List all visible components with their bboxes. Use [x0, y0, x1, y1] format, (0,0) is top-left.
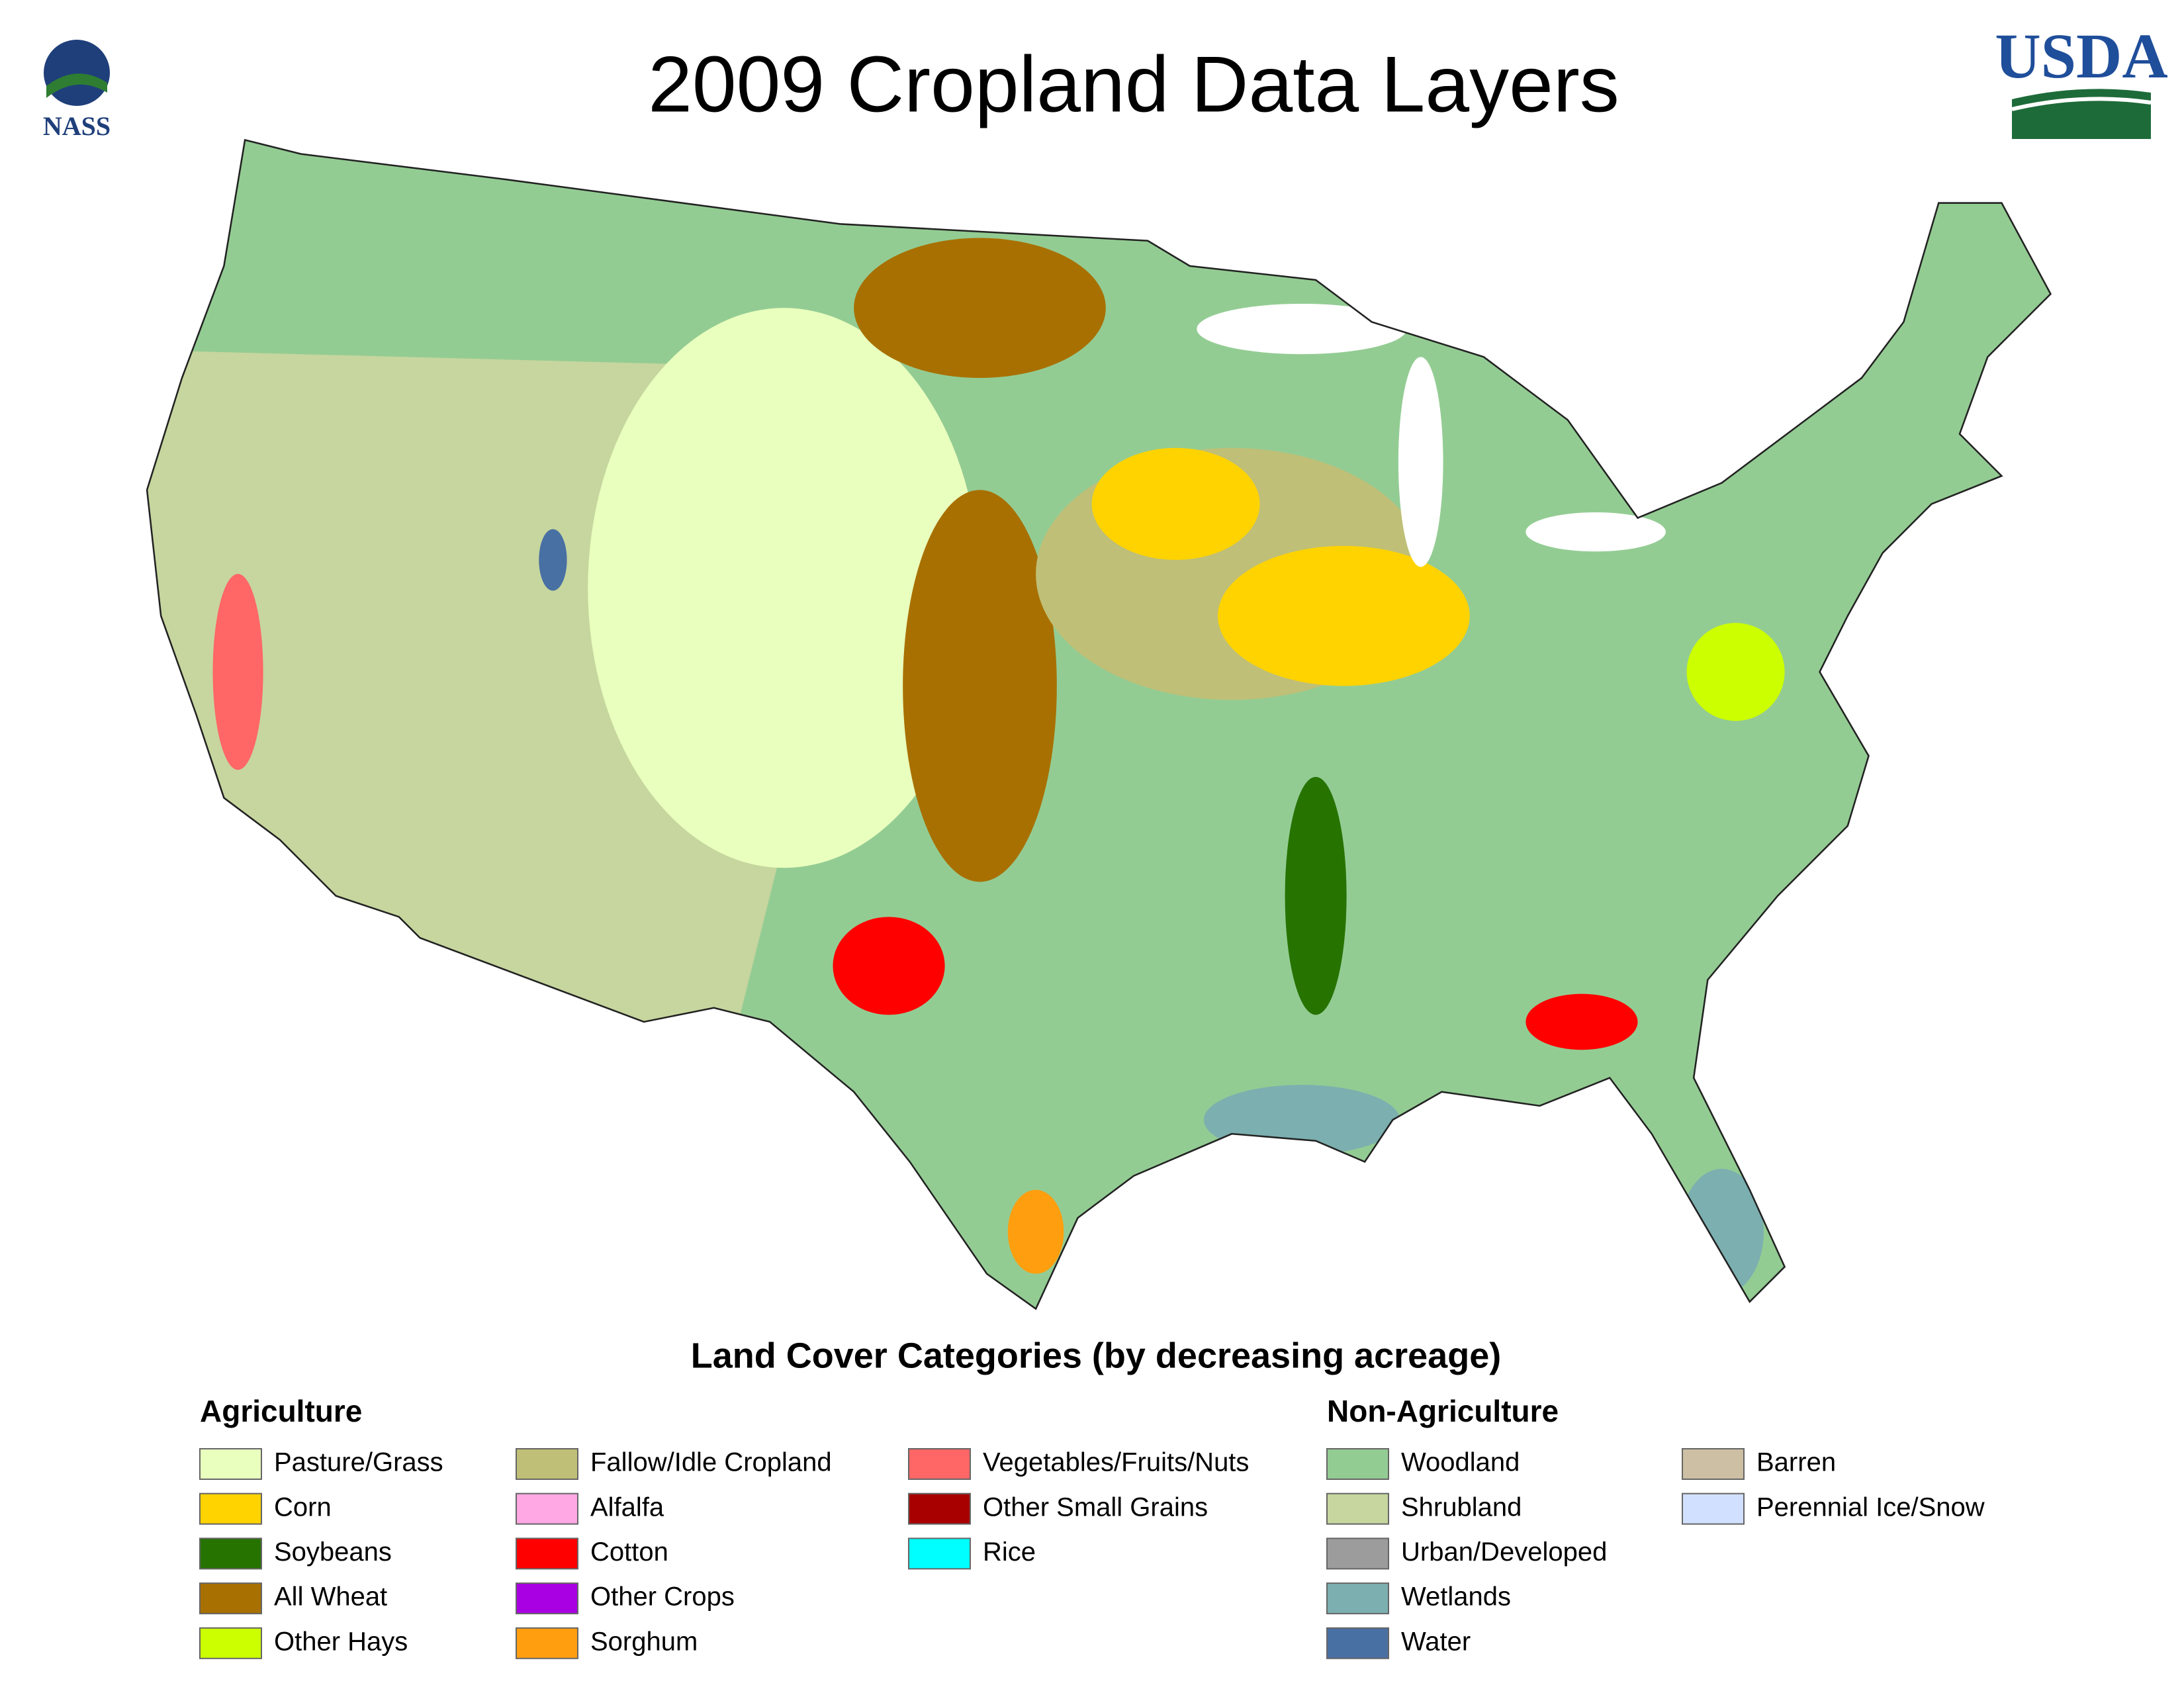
land-cover-patch: [1686, 623, 1785, 721]
legend-label: Woodland: [1401, 1448, 1520, 1477]
land-cover-patch: [1091, 447, 1260, 560]
legend-label: Alfalfa: [590, 1492, 664, 1522]
legend-swatch: [199, 1448, 262, 1480]
lake: [1197, 303, 1407, 355]
legend-swatch: [1326, 1492, 1389, 1525]
legend-swatch: [516, 1627, 578, 1659]
legend-swatch: [516, 1537, 578, 1570]
legend-label: Pasture/Grass: [274, 1448, 443, 1477]
legend-swatch: [199, 1582, 262, 1615]
legend-swatch: [199, 1627, 262, 1659]
legend-swatch: [516, 1582, 578, 1615]
legend-label: Other Crops: [590, 1582, 735, 1612]
legend-swatch: [1326, 1582, 1389, 1615]
legend-swatch: [1326, 1537, 1389, 1570]
legend: Agriculture Pasture/Grass Corn Soybeans All …: [199, 1394, 1985, 1659]
legend-group-name: Non-Agriculture: [1327, 1394, 1559, 1428]
legend-swatch: [908, 1492, 971, 1525]
legend-label: Water: [1401, 1627, 1471, 1656]
legend-swatch: [1326, 1627, 1389, 1659]
logo-text: USDA: [1995, 21, 2167, 91]
legend-label: Urban/Developed: [1401, 1537, 1607, 1567]
legend-swatch: [199, 1492, 262, 1525]
legend-label: Wetlands: [1401, 1582, 1511, 1612]
logo-field: [2012, 89, 2151, 139]
legend-label: Vegetables/Fruits/Nuts: [983, 1448, 1249, 1477]
land-cover-patch: [1680, 1169, 1764, 1295]
land-cover-patch: [1203, 1085, 1400, 1155]
legend-label: All Wheat: [274, 1582, 387, 1612]
land-cover-patch: [588, 308, 980, 868]
usda-logo: USDA: [1995, 21, 2168, 139]
legend-swatch: [1326, 1448, 1389, 1480]
logo-icon: [44, 40, 110, 106]
land-cover-patch: [212, 574, 263, 770]
land-cover-patch: [1007, 1189, 1064, 1274]
legend-label: Other Small Grains: [983, 1492, 1208, 1522]
legend-label: Barren: [1756, 1448, 1836, 1477]
legend-swatch: [516, 1492, 578, 1525]
legend-label: Perennial Ice/Snow: [1756, 1492, 1985, 1522]
land-cover-patch: [1218, 545, 1470, 686]
legend-label: Fallow/Idle Cropland: [590, 1448, 832, 1477]
legend-swatch: [1682, 1448, 1745, 1480]
legend-swatch: [1682, 1492, 1745, 1525]
legend-label: Other Hays: [274, 1627, 408, 1656]
legend-group-name: Agriculture: [200, 1394, 362, 1428]
land-cover-patch: [833, 917, 945, 1015]
legend-label: Cotton: [590, 1537, 668, 1567]
legend-swatch: [908, 1448, 971, 1480]
legend-swatch: [199, 1537, 262, 1570]
land-cover-patch: [1525, 993, 1638, 1050]
land-cover-patch: [539, 529, 567, 591]
nass-logo: NASS: [43, 40, 111, 141]
legend-label: Soybeans: [274, 1537, 392, 1567]
map-title: 2009 Cropland Data Layers: [648, 40, 1619, 129]
land-cover-patch: [1285, 776, 1347, 1015]
land-cover-patch: [903, 490, 1057, 882]
logo-swoosh: [46, 73, 107, 98]
legend-label: Sorghum: [590, 1627, 698, 1656]
legend-swatch: [908, 1537, 971, 1570]
lake: [1525, 512, 1666, 552]
logo-stripe: [2011, 97, 2152, 111]
legend-swatch: [516, 1448, 578, 1480]
legend-title: Land Cover Categories (by decreasing acr…: [691, 1336, 1501, 1375]
us-map: [147, 140, 2051, 1309]
legend-label: Rice: [983, 1537, 1036, 1567]
logo-text: NASS: [43, 111, 111, 141]
lake: [1398, 357, 1443, 567]
legend-label: Shrubland: [1401, 1492, 1522, 1522]
legend-label: Corn: [274, 1492, 332, 1522]
land-cover-patch: [854, 238, 1106, 379]
